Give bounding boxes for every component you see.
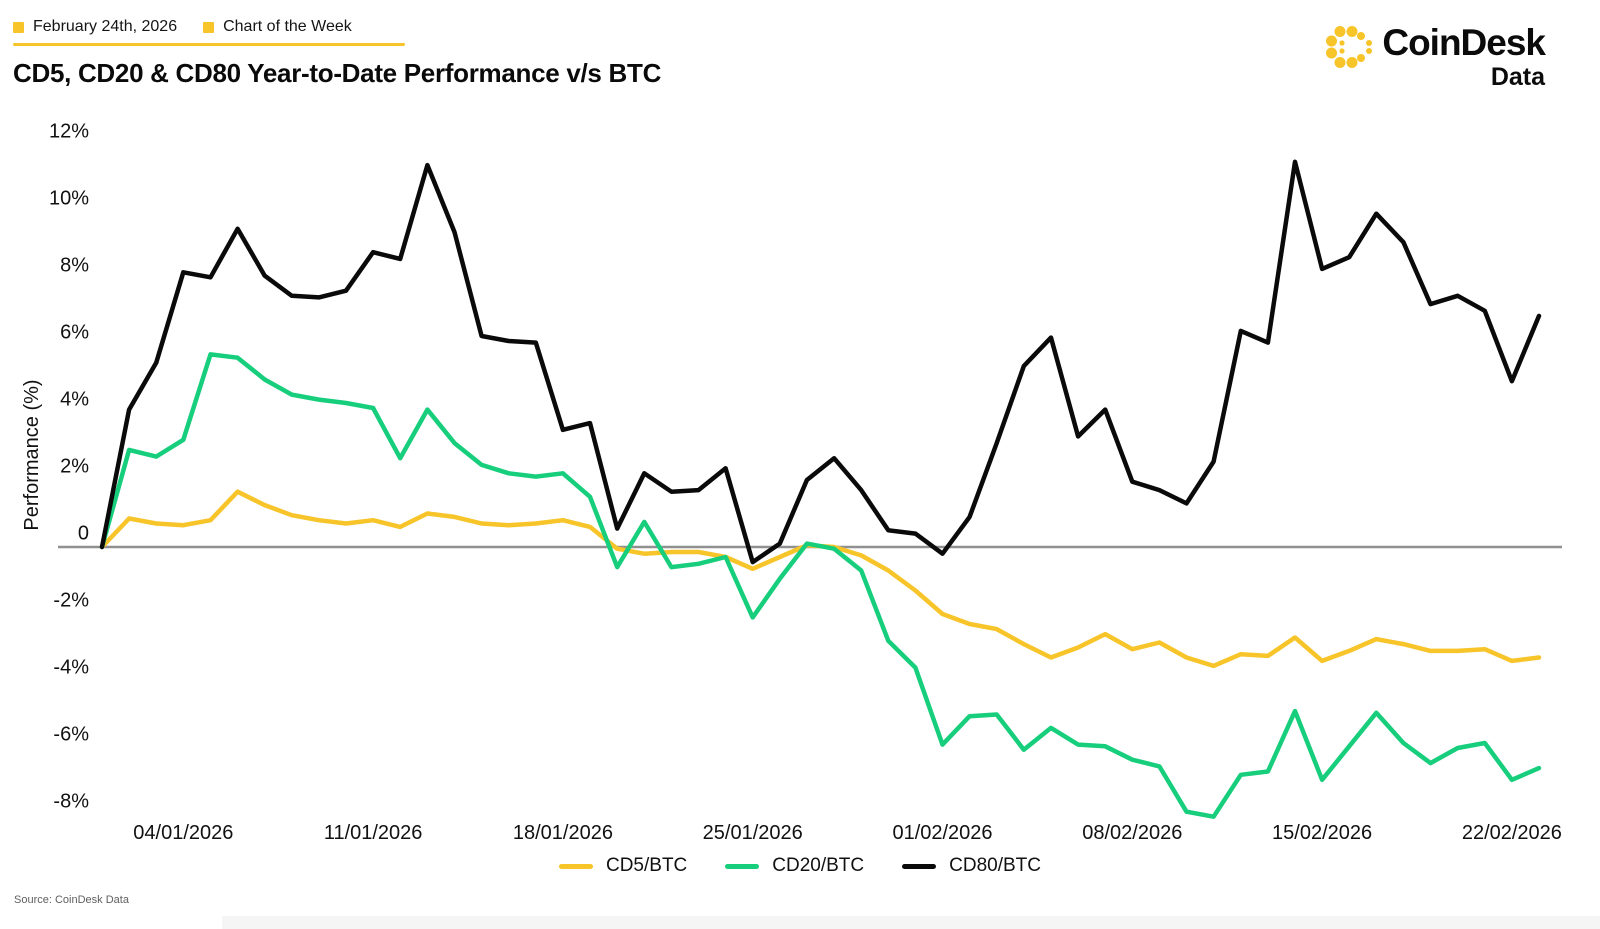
coindesk-logo-sub: Data: [1490, 63, 1545, 91]
x-axis-tick-label: 18/01/2026: [513, 822, 613, 844]
x-axis-tick-label: 11/01/2026: [324, 822, 423, 844]
bottom-edge-strip: [222, 916, 1600, 929]
y-axis-tick-label: -4%: [53, 656, 89, 678]
y-axis-tick-label: 12%: [49, 120, 89, 142]
y-axis-tick-label: 10%: [49, 187, 89, 209]
x-axis-tick-label: 25/01/2026: [703, 822, 803, 844]
chart-legend: CD5/BTC CD20/BTC CD80/BTC: [0, 855, 1600, 877]
legend-item-cd20btc: CD20/BTC: [725, 855, 864, 877]
y-axis-title: Performance (%): [21, 379, 43, 530]
legend-label-cd5: CD5/BTC: [605, 855, 688, 876]
legend-swatch-cd20-icon: [725, 863, 760, 869]
header-date: February 24th, 2026: [33, 18, 178, 35]
y-axis-tick-label: 2%: [60, 455, 89, 477]
header: February 24th, 2026 Chart of the Week CD…: [13, 18, 661, 89]
legend-label-cd20: CD20/BTC: [772, 855, 865, 876]
y-axis-tick-label: -8%: [53, 790, 89, 812]
header-tag: Chart of the Week: [223, 18, 352, 35]
line-cd20-btc: [99, 352, 1542, 819]
coindesk-logo-name: CoinDesk: [1382, 22, 1546, 63]
legend-item-cd5btc: CD5/BTC: [558, 855, 688, 877]
x-axis-tick-label: 04/01/2026: [133, 822, 233, 844]
x-axis-tick-label: 22/02/2026: [1462, 822, 1562, 844]
y-axis-tick-label: -6%: [53, 723, 89, 745]
y-axis-tick-label: 0: [78, 522, 89, 544]
line-cd80-btc: [99, 159, 1542, 565]
y-axis-tick-label: 8%: [60, 254, 89, 276]
y-axis-tick-label: 4%: [60, 388, 89, 410]
source-note: Source: CoinDesk Data: [14, 894, 129, 906]
legend-swatch-cd5-icon: [558, 863, 593, 869]
x-axis-tick-label: 08/02/2026: [1082, 822, 1182, 844]
coindesk-logo: CoinDesk Data: [1324, 22, 1546, 91]
line-cd5-btc: [99, 489, 1542, 669]
x-axis-tick-label: 01/02/2026: [892, 822, 992, 844]
legend-swatch-cd80-icon: [902, 863, 937, 869]
y-axis-tick-label: 6%: [60, 321, 89, 343]
x-axis-tick-label: 15/02/2026: [1272, 822, 1372, 844]
yellow-square-bullet-icon: [203, 21, 215, 33]
logo-text: CoinDesk Data: [1382, 22, 1546, 91]
coindesk-dots-c-icon: [1326, 26, 1373, 68]
page-title: CD5, CD20 & CD80 Year-to-Date Performanc…: [13, 58, 662, 88]
yellow-square-bullet-icon: [13, 21, 24, 33]
legend-item-cd80btc: CD80/BTC: [902, 855, 1041, 877]
header-underline: [13, 43, 405, 46]
kicker-date-item: February 24th, 2026: [13, 18, 177, 36]
y-axis-tick-label: -2%: [53, 589, 89, 611]
legend-label-cd80: CD80/BTC: [949, 855, 1041, 876]
kicker-row: February 24th, 2026 Chart of the Week: [13, 18, 661, 36]
kicker-tag-item: Chart of the Week: [203, 18, 352, 36]
